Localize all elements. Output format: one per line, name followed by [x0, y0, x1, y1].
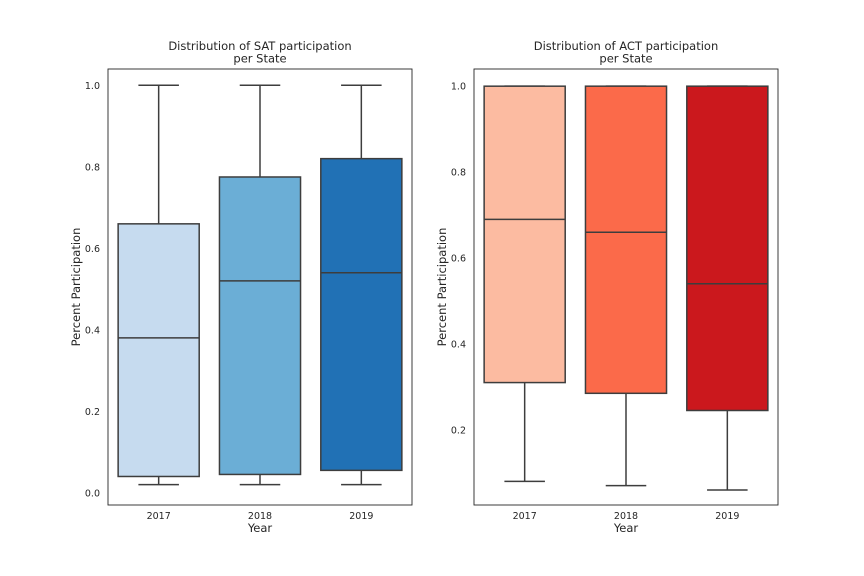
- sat-ytick-label: 0.4: [85, 325, 100, 336]
- sat-ytick-label: 0.6: [85, 244, 100, 255]
- sat-ytick-label: 1.0: [85, 81, 100, 92]
- act-ytick-label: 0.6: [451, 254, 466, 265]
- sat-plot-frame: [107, 68, 413, 506]
- sat-xtick-label: 2019: [349, 511, 373, 522]
- sat-box-2019: [320, 84, 403, 486]
- act-box-2019: [686, 85, 769, 491]
- act-ytick-label: 0.2: [451, 425, 466, 436]
- act-xtick-label: 2019: [715, 511, 739, 522]
- iqr-box: [320, 157, 403, 472]
- iqr-box: [218, 176, 302, 476]
- iqr-box: [686, 85, 769, 412]
- sat-title-line-1: Distribution of SAT participation: [168, 39, 351, 53]
- sat-x-axis-label: Year: [247, 521, 273, 535]
- sat-box-2018: [218, 84, 302, 486]
- iqr-box: [483, 85, 566, 384]
- act-title-line-1: Distribution of ACT participation: [534, 39, 719, 53]
- act-y-axis-label: Percent Participation: [435, 228, 449, 347]
- act-ytick-label: 0.4: [451, 339, 466, 350]
- act-x-axis-label: Year: [613, 521, 639, 535]
- act-ytick-label: 0.8: [451, 168, 466, 179]
- act-xtick-label: 2017: [513, 511, 537, 522]
- sat-ytick-label: 0.2: [85, 407, 100, 418]
- sat-y-axis-label: Percent Participation: [69, 228, 83, 347]
- sat-ytick-label: 0.8: [85, 162, 100, 173]
- sat-box-2017: [117, 84, 200, 486]
- iqr-box: [117, 223, 200, 478]
- act-box-2018: [584, 85, 668, 487]
- act-xtick-label: 2018: [614, 511, 638, 522]
- sat-ytick-label: 0.0: [85, 488, 100, 499]
- sat-xtick-label: 2017: [147, 511, 171, 522]
- act-title-line-2: per State: [599, 52, 652, 66]
- act-ytick-label: 1.0: [451, 82, 466, 93]
- act-box-2017: [483, 85, 566, 483]
- act-plot-frame: [473, 68, 779, 506]
- iqr-box: [584, 85, 668, 395]
- sat-title-line-2: per State: [233, 52, 286, 66]
- sat-xtick-label: 2018: [248, 511, 272, 522]
